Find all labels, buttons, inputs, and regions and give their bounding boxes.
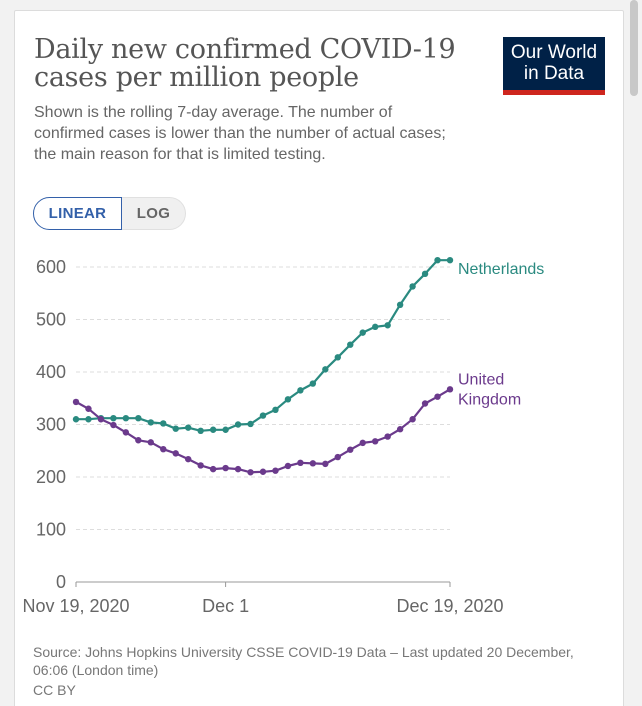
y-tick-label-600: 600 [36, 257, 66, 277]
series-line-netherlands [76, 259, 450, 432]
data-point-united-kingdom [209, 465, 217, 473]
data-point-united-kingdom [247, 469, 254, 476]
data-point-netherlands [185, 424, 192, 431]
logo-accent-bar [503, 90, 605, 95]
data-point-netherlands [247, 420, 254, 428]
data-point-netherlands [122, 415, 130, 422]
data-point-united-kingdom [122, 429, 130, 436]
data-point-netherlands [172, 425, 179, 432]
data-point-united-kingdom [446, 386, 454, 393]
chart-card [14, 10, 624, 706]
series-label-united-kingdom: Kingdom [458, 391, 521, 408]
data-point-netherlands [322, 366, 329, 373]
line-chart: 0 100 200 300 400 500 600 Nov 19, 2020 Dec 1 Dec … [22, 256, 544, 616]
series-label-united-kingdom: United [458, 371, 504, 388]
y-tick-label-400: 400 [36, 362, 66, 382]
data-point-netherlands [384, 322, 391, 329]
data-point-united-kingdom [284, 462, 292, 470]
data-point-netherlands [347, 341, 354, 348]
data-point-united-kingdom [384, 433, 391, 440]
data-point-united-kingdom [396, 426, 404, 433]
data-point-united-kingdom [421, 400, 429, 407]
data-point-united-kingdom [259, 468, 267, 475]
data-point-united-kingdom [322, 460, 329, 468]
data-point-netherlands [421, 270, 429, 278]
data-point-netherlands [272, 406, 279, 413]
data-point-netherlands [409, 283, 416, 290]
data-point-united-kingdom [160, 445, 167, 453]
logo-text-line1: Our World [510, 42, 598, 63]
license-link[interactable]: CC BY [33, 682, 76, 698]
data-point-netherlands [135, 415, 142, 422]
data-point-netherlands [359, 329, 366, 336]
data-point-united-kingdom [135, 437, 142, 444]
data-point-netherlands [284, 396, 292, 403]
y-tick-label-200: 200 [36, 467, 66, 487]
data-point-netherlands [309, 380, 317, 387]
chart-subtitle: Shown is the rolling 7-day average. The … [34, 104, 446, 163]
source-note: Source: Johns Hopkins University CSSE CO… [33, 644, 574, 678]
data-point-netherlands [85, 416, 92, 423]
x-tick-label-2: Dec 19, 2020 [396, 596, 503, 616]
data-point-united-kingdom [359, 439, 366, 447]
series-label-netherlands: Netherlands [458, 261, 544, 278]
data-point-united-kingdom [72, 398, 80, 406]
data-point-united-kingdom [185, 455, 192, 463]
data-point-netherlands [197, 427, 204, 434]
logo-text-line2: in Data [523, 63, 585, 84]
data-point-united-kingdom [172, 450, 179, 457]
data-point-united-kingdom [110, 421, 117, 429]
x-tick-label-0: Nov 19, 2020 [22, 596, 129, 616]
data-point-netherlands [446, 256, 454, 264]
data-point-united-kingdom [334, 453, 341, 461]
data-point-united-kingdom [222, 464, 229, 472]
scrollbar[interactable] [630, 0, 638, 96]
data-point-netherlands [234, 421, 242, 428]
data-point-netherlands [147, 419, 154, 426]
chart-title: Daily new confirmed COVID-19 cases per m… [34, 34, 456, 93]
data-point-netherlands [334, 354, 341, 361]
scale-toggle: LINEAR LOG [33, 197, 186, 230]
data-point-united-kingdom [85, 405, 92, 412]
data-point-united-kingdom [97, 416, 105, 423]
data-point-united-kingdom [147, 439, 154, 446]
data-point-netherlands [396, 301, 404, 308]
y-tick-label-0: 0 [56, 572, 66, 592]
y-tick-label-500: 500 [36, 310, 66, 330]
data-point-united-kingdom [297, 459, 304, 467]
data-point-united-kingdom [309, 460, 317, 467]
data-point-netherlands [209, 426, 217, 433]
log-scale-button[interactable]: LOG [122, 197, 186, 230]
data-point-netherlands [372, 323, 379, 331]
data-point-netherlands [259, 412, 267, 419]
data-point-united-kingdom [234, 465, 242, 473]
data-point-netherlands [110, 415, 117, 422]
data-point-netherlands [160, 420, 167, 427]
linear-scale-button[interactable]: LINEAR [33, 197, 122, 230]
data-point-united-kingdom [347, 446, 354, 453]
y-tick-label-100: 100 [36, 520, 66, 540]
data-point-united-kingdom [372, 438, 379, 445]
data-point-united-kingdom [272, 467, 279, 474]
data-point-united-kingdom [434, 393, 441, 400]
data-point-united-kingdom [409, 416, 416, 423]
data-point-netherlands [222, 426, 229, 433]
series-line-united-kingdom [75, 388, 451, 474]
x-tick-label-1: Dec 1 [202, 596, 249, 616]
data-point-netherlands [72, 416, 80, 423]
data-point-united-kingdom [197, 462, 204, 469]
data-point-netherlands [297, 387, 304, 394]
data-point-netherlands [434, 256, 441, 264]
y-tick-label-300: 300 [36, 415, 66, 435]
owid-logo[interactable]: Our World in Data [503, 37, 605, 95]
